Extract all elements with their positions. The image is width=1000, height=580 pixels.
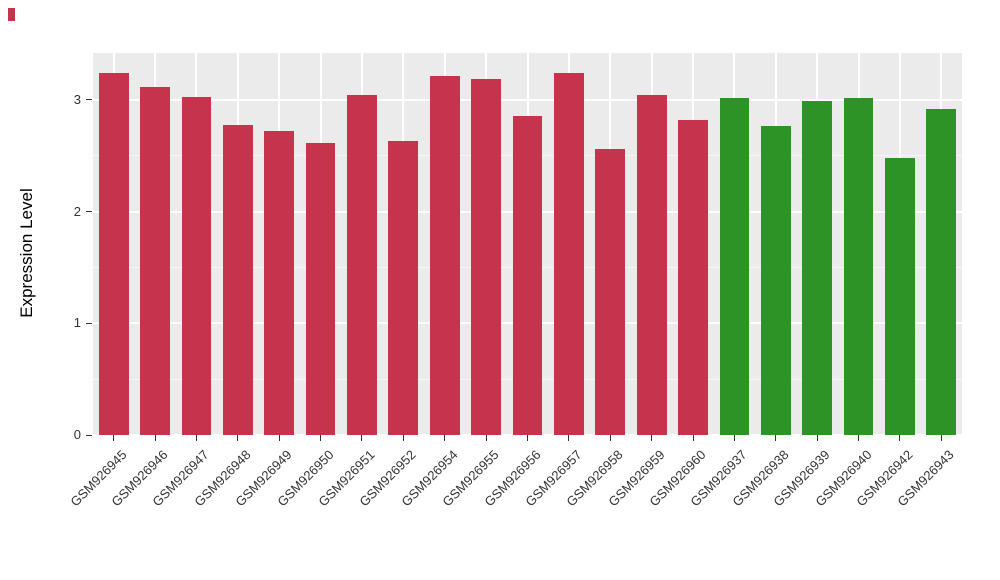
bar-GSM926940 xyxy=(843,97,874,435)
bar-GSM926943 xyxy=(926,108,957,435)
bar-GSM926948 xyxy=(222,124,253,435)
x-tick-mark xyxy=(816,435,818,441)
bar-GSM926956 xyxy=(512,115,543,435)
x-tick-mark xyxy=(527,435,528,441)
y-axis-title: Expression Level xyxy=(17,188,36,318)
y-tick-label: 1 xyxy=(73,315,81,331)
plot-panel xyxy=(93,53,962,435)
y-tick-label: 2 xyxy=(73,203,81,219)
bar-GSM926942 xyxy=(885,158,915,435)
x-tick-mark xyxy=(154,435,156,441)
bar-GSM926950 xyxy=(305,143,336,435)
x-tick-mark xyxy=(858,435,860,441)
bar-GSM926952 xyxy=(388,141,419,435)
bar-GSM926938 xyxy=(760,125,791,435)
x-tick-mark xyxy=(237,435,239,441)
bar-GSM926958 xyxy=(595,149,626,435)
y-tick-label: 3 xyxy=(73,91,81,107)
x-tick-mark xyxy=(320,435,322,441)
x-tick-mark xyxy=(113,435,115,441)
x-tick-mark xyxy=(444,435,446,441)
x-tick-mark xyxy=(692,435,694,441)
x-tick-mark xyxy=(485,435,487,441)
bar-GSM926945 xyxy=(98,73,129,435)
red-corner-mark xyxy=(8,8,15,21)
x-tick-mark xyxy=(568,435,570,441)
bar-GSM926951 xyxy=(347,95,377,435)
bar-GSM926946 xyxy=(140,86,170,435)
bar-GSM926955 xyxy=(471,78,501,435)
y-tick-mark xyxy=(86,99,92,101)
bar-GSM926954 xyxy=(429,76,460,435)
y-tick-mark xyxy=(86,211,92,213)
x-tick-mark xyxy=(195,435,197,441)
bar-GSM926960 xyxy=(678,120,708,435)
y-tick-label: 0 xyxy=(73,427,81,442)
y-tick-mark xyxy=(86,434,92,436)
x-tick-mark xyxy=(278,435,280,441)
x-tick-mark xyxy=(940,435,942,441)
x-tick-mark xyxy=(361,435,363,441)
x-tick-mark xyxy=(402,435,404,441)
bar-GSM926939 xyxy=(802,101,833,435)
x-tick-mark xyxy=(775,435,777,441)
x-tick-mark xyxy=(609,435,611,441)
y-tick-mark xyxy=(86,322,92,324)
bar-GSM926959 xyxy=(636,95,667,435)
x-tick-mark xyxy=(733,435,735,441)
bar-GSM926947 xyxy=(181,96,212,435)
bar-GSM926937 xyxy=(719,97,750,435)
x-tick-mark xyxy=(651,435,653,441)
bar-GSM926949 xyxy=(264,131,295,435)
x-tick-mark xyxy=(899,435,901,441)
bar-GSM926957 xyxy=(553,73,584,435)
